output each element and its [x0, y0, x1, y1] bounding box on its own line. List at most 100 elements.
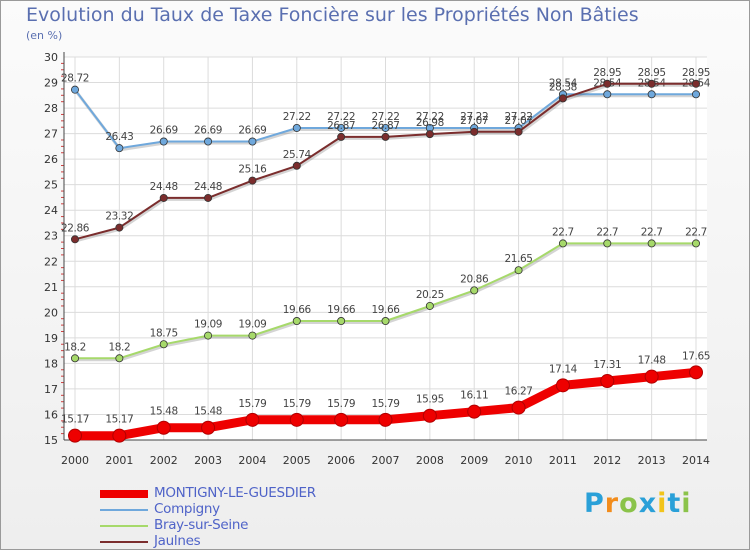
data-label: 26.87	[371, 120, 399, 132]
data-point	[159, 340, 168, 349]
y-tick-label: 16	[44, 408, 58, 421]
legend-label: Compigny	[154, 501, 220, 517]
data-point	[71, 85, 80, 94]
data-point	[644, 369, 659, 384]
data-label: 28.95	[593, 67, 621, 79]
data-label: 28.38	[549, 81, 577, 93]
data-label: 15.79	[283, 398, 311, 410]
y-tick-label: 28	[44, 102, 58, 115]
y-tick-label: 25	[44, 179, 58, 192]
data-label: 26.69	[238, 125, 266, 137]
data-point	[425, 130, 434, 139]
x-tick-label: 2014	[682, 454, 710, 467]
data-label: 19.09	[194, 319, 222, 331]
x-tick-label: 2000	[61, 454, 89, 467]
x-tick-label: 2004	[238, 454, 266, 467]
legend-swatch	[100, 509, 148, 511]
data-label: 27.22	[327, 111, 355, 123]
data-label: 18.2	[108, 341, 130, 353]
legend-swatch	[100, 541, 148, 543]
data-point	[337, 132, 346, 141]
y-tick-label: 26	[44, 153, 58, 166]
chart-subtitle: (en %)	[26, 29, 63, 42]
data-label: 27.22	[460, 111, 488, 123]
data-label: 19.09	[238, 319, 266, 331]
chart-title: Evolution du Taux de Taxe Foncière sur l…	[26, 4, 639, 26]
data-label: 28.95	[682, 67, 710, 79]
data-point	[470, 286, 479, 295]
data-point	[378, 412, 393, 427]
data-point	[115, 144, 124, 153]
data-point	[245, 412, 260, 427]
data-point	[647, 239, 656, 248]
data-point	[425, 301, 434, 310]
data-label: 28.72	[61, 73, 89, 85]
data-label: 26.87	[327, 120, 355, 132]
x-tick-label: 2003	[194, 454, 222, 467]
data-point	[204, 137, 213, 146]
data-point	[292, 123, 301, 132]
y-tick-label: 23	[44, 230, 58, 243]
data-point	[337, 123, 346, 132]
data-label: 22.7	[596, 226, 618, 238]
x-tick-label: 2005	[283, 454, 311, 467]
data-point	[292, 161, 301, 170]
data-point	[689, 365, 703, 380]
logo-letter: P	[584, 488, 605, 519]
data-point	[558, 94, 567, 103]
data-point	[692, 79, 701, 88]
data-point	[381, 123, 390, 132]
logo-letter: t	[667, 488, 682, 519]
logo-letter: o	[619, 488, 639, 519]
legend-swatch	[100, 490, 148, 498]
data-label: 16.11	[460, 390, 488, 402]
data-point	[600, 374, 615, 389]
x-tick-label: 2007	[372, 454, 400, 467]
data-label: 22.86	[61, 222, 90, 234]
data-label: 22.7	[685, 226, 707, 238]
data-point	[204, 331, 213, 340]
data-point	[71, 235, 80, 244]
legend-item: Bray-sur-Seine	[100, 517, 400, 534]
x-tick-label: 2011	[549, 454, 577, 467]
data-label: 18.2	[64, 341, 86, 353]
proxiti-logo: Proxiti	[584, 488, 692, 519]
data-label: 19.66	[327, 304, 356, 316]
data-label: 19.66	[283, 304, 312, 316]
data-label: 26.98	[416, 117, 444, 129]
logo-letter: i	[657, 488, 668, 519]
y-tick-label: 29	[44, 77, 58, 90]
data-point	[514, 266, 523, 275]
data-point	[647, 90, 656, 99]
data-label: 27.22	[505, 111, 533, 123]
y-tick-label: 27	[44, 128, 58, 141]
data-point	[422, 408, 437, 423]
y-tick-label: 19	[44, 332, 58, 345]
data-label: 19.66	[371, 304, 400, 316]
data-point	[112, 428, 127, 443]
data-label: 15.17	[61, 414, 89, 426]
data-label: 17.48	[638, 355, 666, 367]
data-label: 15.79	[327, 398, 355, 410]
data-label: 15.95	[416, 394, 444, 406]
data-point	[692, 239, 701, 248]
data-point	[467, 404, 482, 419]
data-label: 27.22	[371, 111, 399, 123]
data-label: 22.7	[641, 226, 663, 238]
data-label: 25.74	[283, 149, 312, 161]
data-point	[68, 428, 82, 443]
data-label: 17.14	[549, 363, 578, 375]
x-tick-label: 2002	[150, 454, 178, 467]
data-point	[159, 137, 168, 146]
data-label: 24.48	[150, 181, 178, 193]
data-label: 15.48	[150, 406, 178, 418]
y-tick-label: 30	[44, 51, 58, 64]
data-label: 26.69	[150, 125, 178, 137]
data-label: 17.31	[593, 359, 621, 371]
x-tick-label: 2009	[460, 454, 488, 467]
legend-item: Jaulnes	[100, 533, 400, 550]
y-tick-label: 24	[44, 204, 58, 217]
y-tick-label: 22	[44, 255, 58, 268]
data-point	[381, 132, 390, 141]
